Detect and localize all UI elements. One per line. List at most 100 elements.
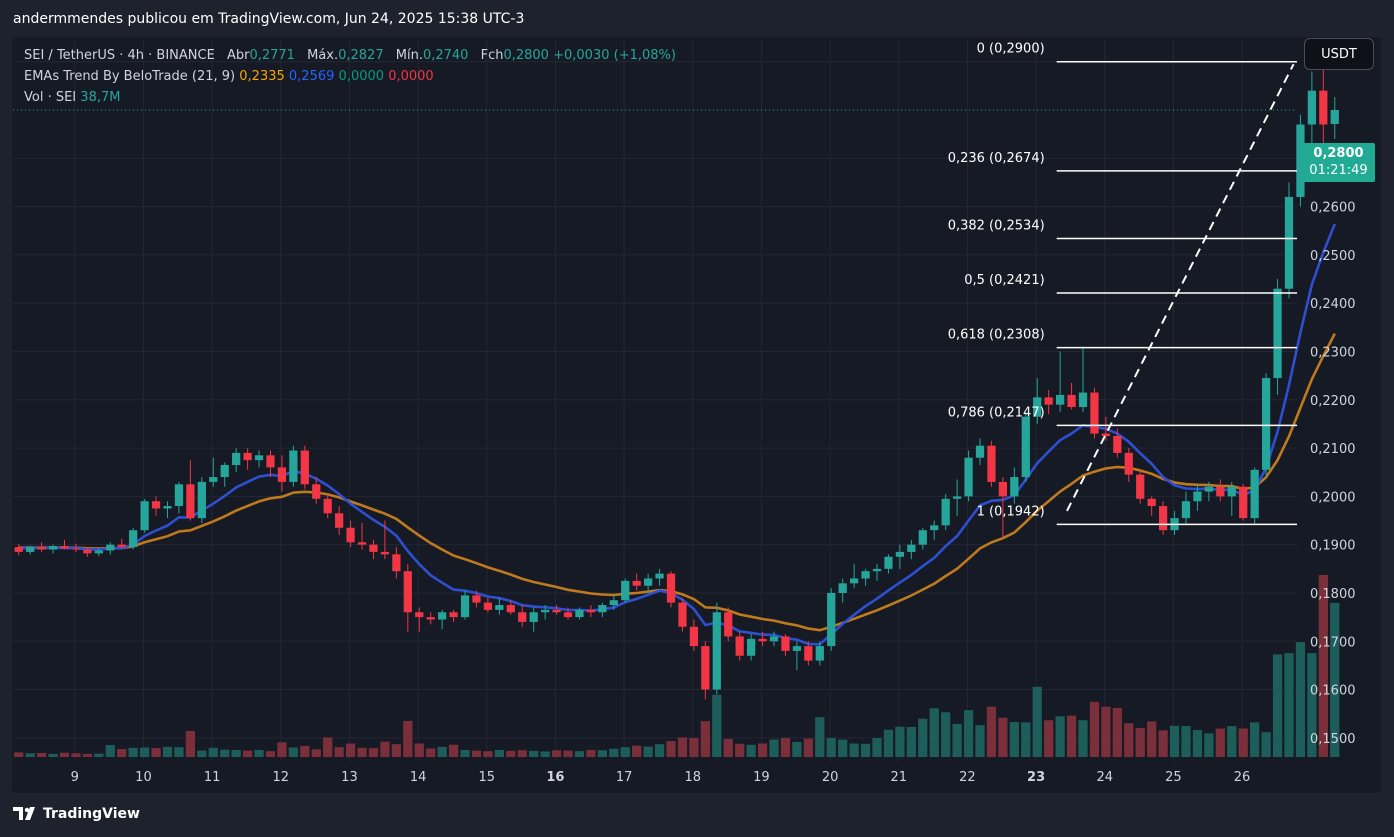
fib-level-label-2: 0,382 (0,2534): [948, 218, 1045, 233]
candle-body: [975, 445, 985, 458]
candle-body: [94, 550, 103, 554]
volume-bar: [517, 750, 527, 757]
candle-body: [907, 544, 916, 552]
ema-indicator-name[interactable]: EMAs Trend By BeloTrade (21, 9): [24, 69, 236, 84]
volume-bar: [311, 749, 321, 757]
candle-body: [872, 568, 882, 572]
volume-bar: [357, 747, 367, 757]
volume-bar: [666, 741, 676, 757]
candle-body: [815, 646, 824, 661]
current-price-tag: 0,2800 01:21:49: [1302, 143, 1375, 182]
tradingview-logo-icon: [13, 807, 35, 820]
volume-bars: [14, 575, 1340, 757]
volume-bar: [563, 750, 573, 757]
volume-bar: [220, 749, 230, 757]
change-value: +0,0030 (+1,08%): [553, 48, 676, 63]
volume-indicator-name[interactable]: Vol · SEI: [24, 90, 77, 105]
candle-body: [1090, 392, 1099, 434]
volume-bar: [437, 746, 447, 757]
candle-body: [541, 609, 550, 613]
volume-bar: [838, 739, 848, 757]
candle-body: [1319, 90, 1328, 125]
time-tick-6: 15: [479, 770, 496, 785]
candle-body: [712, 612, 721, 690]
time-tick-12: 21: [890, 770, 907, 785]
volume-bar: [620, 747, 630, 757]
fib-level-label-5: 0,786 (0,2147): [948, 405, 1045, 420]
volume-bar: [300, 745, 310, 757]
candle-body: [506, 605, 515, 613]
volume-bar: [403, 720, 413, 757]
volume-bar: [1032, 686, 1042, 757]
volume-bar: [105, 745, 115, 757]
candle-body: [1124, 452, 1133, 475]
candle-body: [769, 636, 779, 642]
fib-level-label-3: 0,5 (0,2421): [964, 273, 1044, 288]
volume-bar: [975, 725, 985, 757]
price-tick-4: 0,2400: [1310, 297, 1356, 312]
volume-bar: [323, 737, 333, 757]
volume-bar: [895, 726, 905, 757]
ema-value-4: 0,0000: [388, 69, 434, 84]
candle-body: [449, 612, 458, 618]
publisher-line: andermmendes publicou em TradingView.com…: [13, 11, 525, 27]
volume-bar: [1227, 726, 1237, 757]
volume-bar: [1204, 733, 1214, 757]
fib-level-label-4: 0,618 (0,2308): [948, 328, 1045, 343]
time-tick-10: 19: [753, 770, 770, 785]
candle-body: [735, 636, 744, 656]
volume-bar: [677, 737, 688, 757]
volume-bar: [1021, 722, 1031, 757]
price-tick-2: 0,2600: [1310, 201, 1356, 216]
candle-body: [163, 506, 172, 509]
candle-body: [140, 501, 149, 531]
price-tick-5: 0,2300: [1310, 345, 1356, 360]
candle-body: [884, 556, 893, 569]
price-tick-12: 0,1600: [1310, 684, 1356, 699]
price-tick-8: 0,2000: [1310, 490, 1356, 505]
volume-bar: [1135, 727, 1145, 757]
candle-body: [243, 452, 252, 461]
time-tick-1: 10: [135, 770, 152, 785]
candle-body: [1307, 90, 1316, 125]
chart-grid: [13, 40, 1297, 762]
volume-bar: [1318, 575, 1328, 757]
volume-bar: [139, 747, 150, 757]
volume-bar: [906, 726, 916, 757]
candle-body: [1216, 486, 1225, 497]
candle-body: [483, 602, 493, 610]
ema-indicator-row[interactable]: EMAs Trend By BeloTrade (21, 9) 0,2335 0…: [24, 66, 676, 87]
volume-bar: [494, 749, 504, 757]
currency-button[interactable]: USDT: [1304, 38, 1374, 70]
ema-fast-line: [18, 223, 1337, 646]
volume-indicator-row[interactable]: Vol · SEI 38,7M: [24, 87, 676, 108]
candle-countdown: 01:21:49: [1309, 163, 1368, 178]
candle-body: [1193, 491, 1202, 502]
volume-bar: [254, 749, 264, 757]
tradingview-brand[interactable]: TradingView: [13, 806, 140, 822]
open-value: 0,2771: [249, 48, 295, 63]
volume-bar: [1250, 722, 1260, 757]
candle-body: [129, 530, 138, 548]
candle-body: [346, 527, 355, 543]
symbol-label[interactable]: SEI / TetherUS · 4h · BINANCE: [24, 48, 215, 63]
candle-body: [747, 638, 756, 656]
price-tick-9: 0,1900: [1310, 539, 1356, 554]
chart-legend: SEI / TetherUS · 4h · BINANCE Abr0,2771 …: [24, 45, 676, 108]
volume-bar: [792, 741, 802, 757]
volume-bar: [1238, 728, 1248, 757]
candle-body: [392, 554, 401, 572]
candle-body: [918, 530, 927, 545]
low-value: 0,2740: [422, 48, 469, 63]
candle-body: [380, 551, 390, 555]
volume-bar: [265, 751, 276, 757]
chart-panel[interactable]: [12, 37, 1381, 793]
volume-bar: [700, 721, 710, 757]
candle-body: [186, 484, 195, 519]
candle-body: [1227, 486, 1236, 497]
candle-body: [37, 547, 46, 550]
symbol-ohlc-row[interactable]: SEI / TetherUS · 4h · BINANCE Abr0,2771 …: [24, 45, 676, 66]
volume-bar: [1181, 726, 1191, 757]
candle-body: [952, 496, 962, 499]
